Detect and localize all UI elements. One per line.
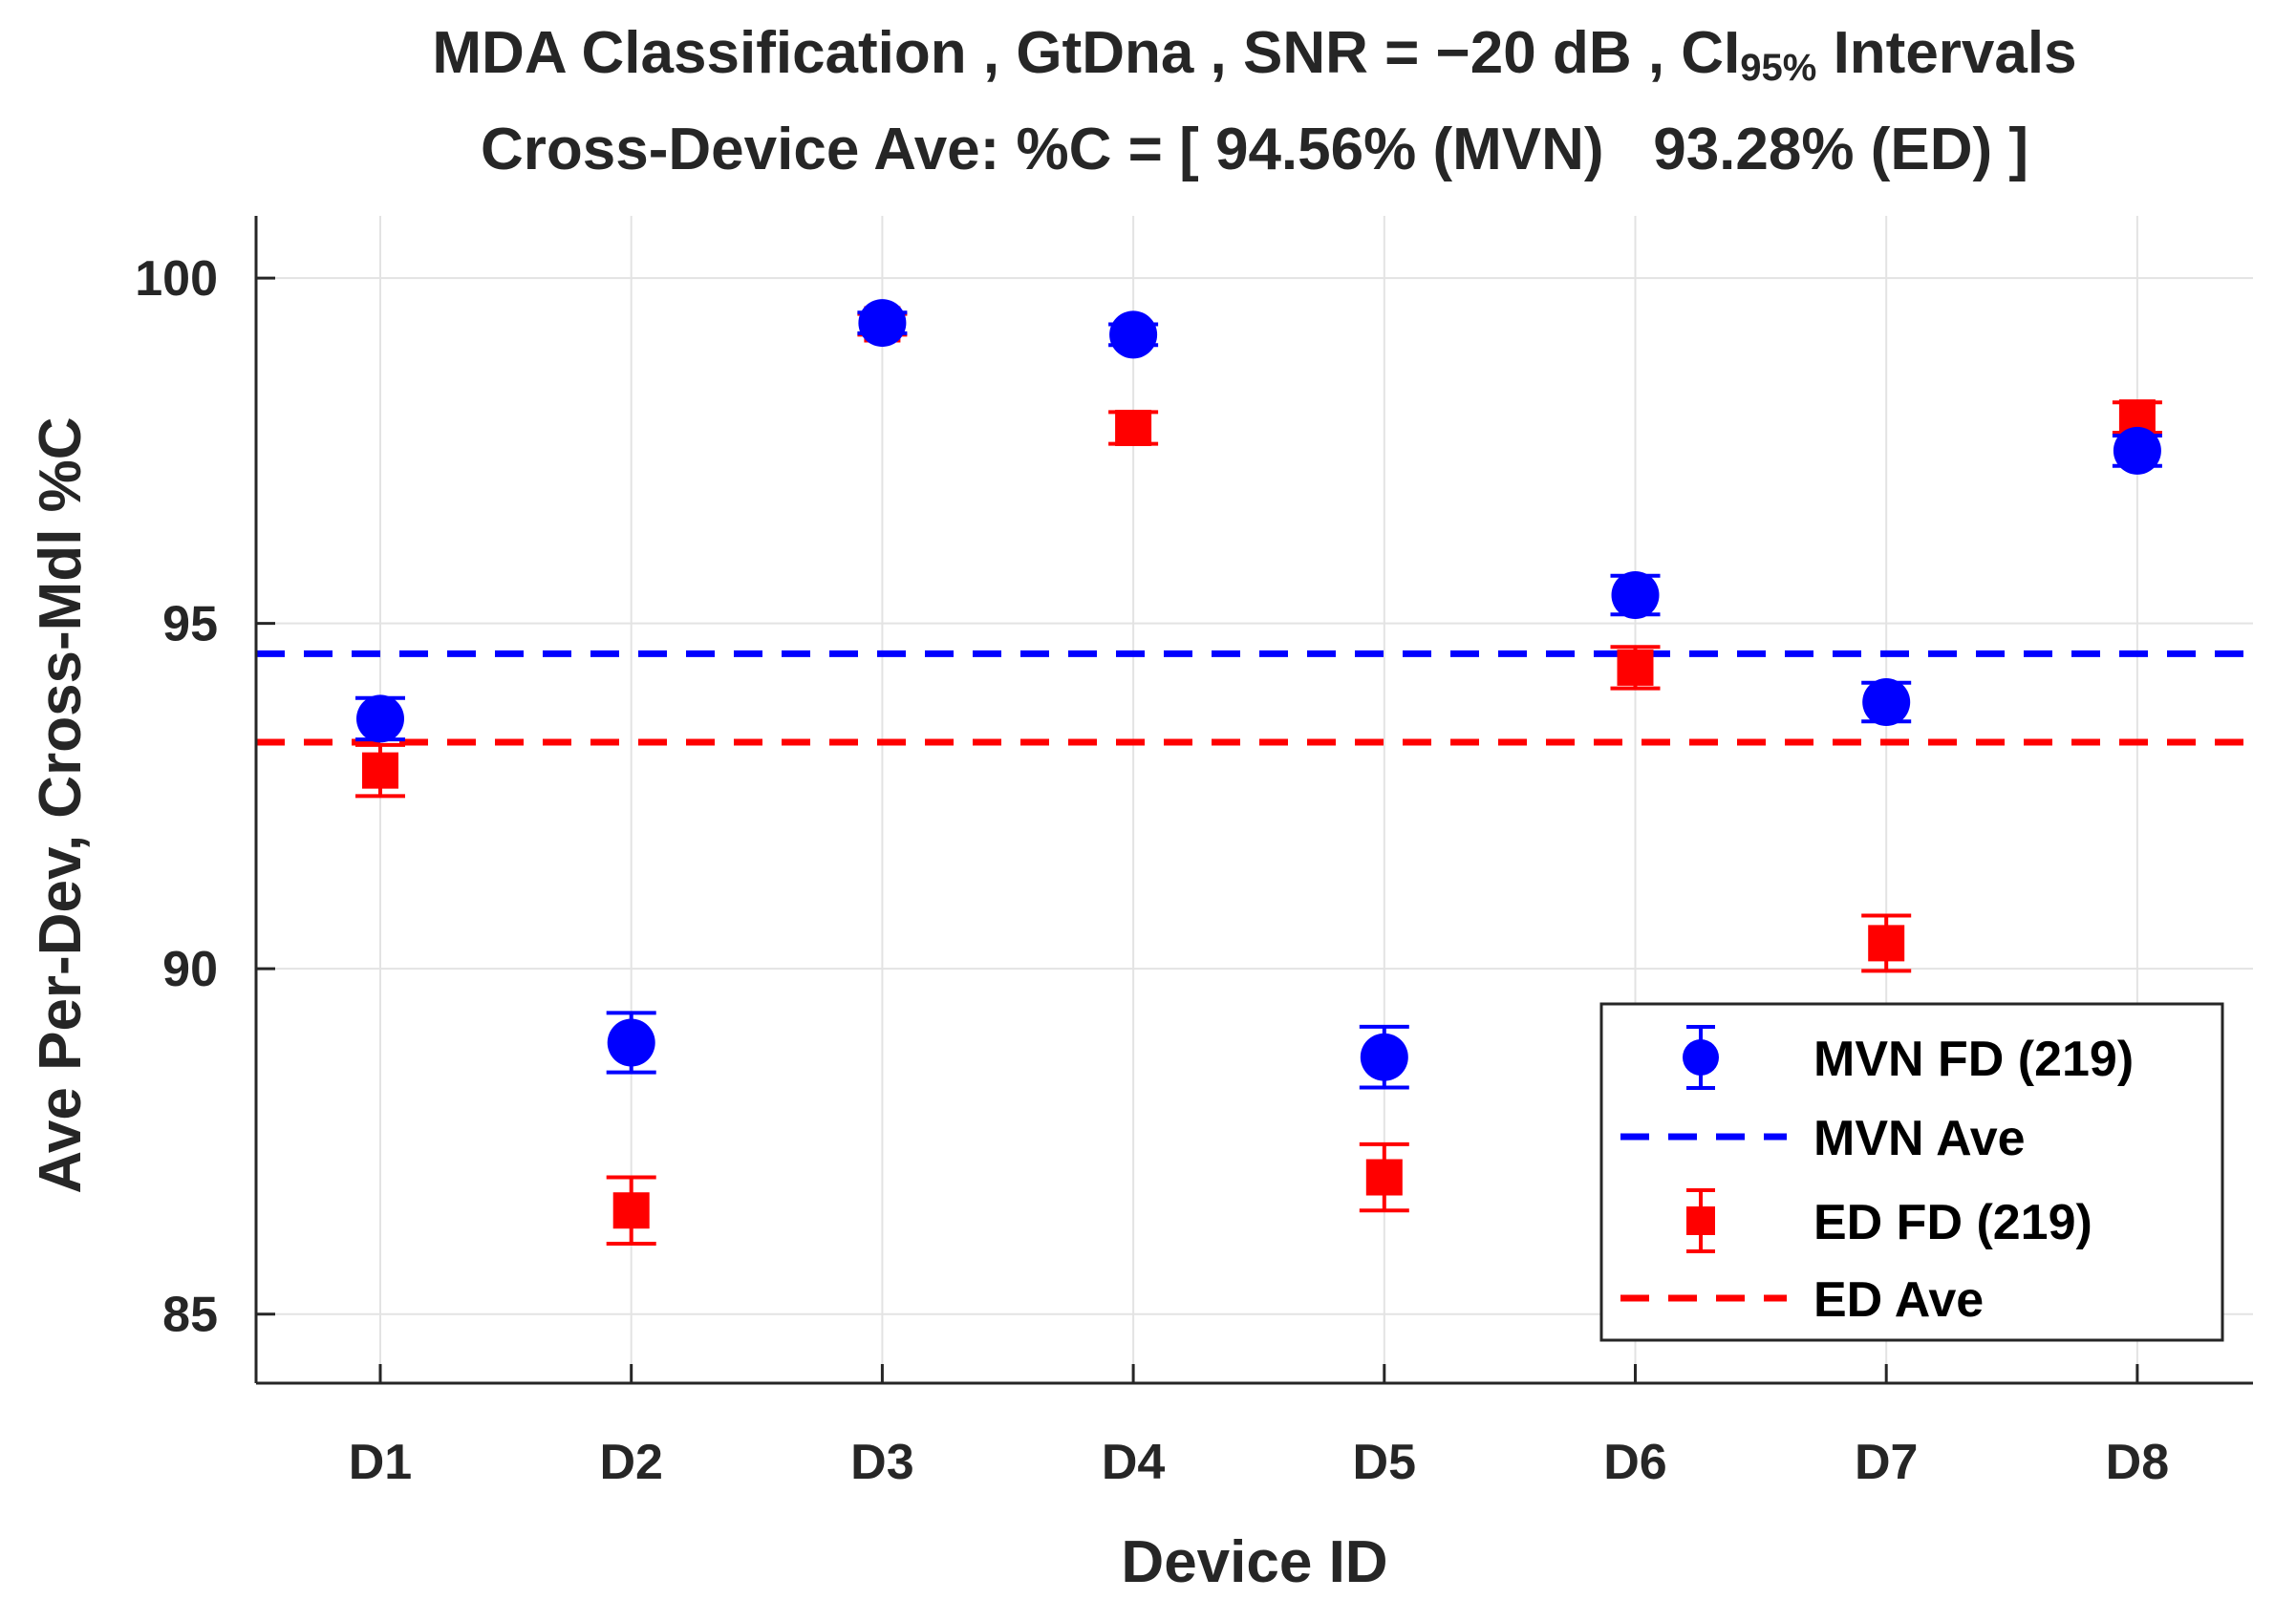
marker-square: [612, 1192, 650, 1229]
legend-entry-mvn-ave: MVN Ave: [1620, 1111, 2026, 1166]
ed-point-d7: [1861, 913, 1912, 973]
marker-square: [1617, 649, 1654, 686]
ed-point-d1: [355, 742, 405, 799]
ed-point-d2: [606, 1175, 656, 1246]
x-tick-label: D5: [1353, 1435, 1416, 1490]
y-tick-label: 85: [162, 1288, 218, 1343]
legend-label: ED Ave: [1813, 1272, 1984, 1328]
marker-circle: [356, 694, 404, 743]
mvn-point-d6: [1610, 570, 1661, 619]
marker-circle: [2113, 426, 2161, 475]
legend-label: MVN Ave: [1813, 1111, 2026, 1166]
y-tick-labels: 85 90 95 100: [135, 251, 218, 1343]
marker-square: [1365, 1159, 1403, 1196]
marker-circle: [1611, 570, 1660, 619]
x-tick-label: D6: [1603, 1435, 1666, 1490]
mvn-point-d2: [606, 1011, 656, 1075]
chart-subtitle: Cross-Device Ave: %C = [ 94.56% (MVN) 93…: [481, 117, 2028, 182]
y-tick-label: 90: [162, 942, 218, 997]
x-tick-label: D2: [599, 1435, 662, 1490]
ed-point-d5: [1359, 1141, 1409, 1213]
ed-point-d4: [1108, 409, 1159, 446]
x-tick-label: D4: [1102, 1435, 1166, 1490]
marker-circle: [858, 299, 907, 348]
x-tick-label: D7: [1855, 1435, 1918, 1490]
mvn-point-d1: [355, 694, 405, 743]
mvn-point-d5: [1359, 1024, 1409, 1090]
marker-circle: [1109, 310, 1158, 359]
marker-circle: [1862, 678, 1911, 727]
legend-circle-marker: [1683, 1039, 1719, 1076]
legend-entry-mvn-fd: MVN FD (219): [1683, 1025, 2134, 1090]
x-tick-labels: D1 D2 D3 D4 D5 D6 D7 D8: [349, 1435, 2169, 1490]
mvn-point-d3: [857, 299, 908, 348]
legend-entry-ed-ave: ED Ave: [1620, 1272, 1984, 1328]
mvn-point-d7: [1861, 678, 1912, 727]
x-tick-label: D1: [349, 1435, 412, 1490]
data-marks: [355, 299, 2162, 1246]
mvn-point-d4: [1108, 310, 1159, 359]
legend-label: MVN FD (219): [1813, 1032, 2134, 1087]
marker-circle: [607, 1018, 655, 1067]
chart-title: MDA Classification , GtDna , SNR = −20 d…: [432, 20, 2076, 89]
axes: [254, 216, 2253, 1385]
y-tick-label: 100: [135, 251, 218, 307]
x-axis-label: Device ID: [1121, 1529, 1387, 1595]
ed-point-d6: [1610, 645, 1661, 691]
legend-square-marker: [1686, 1206, 1715, 1235]
y-axis-label: Ave Per-Dev, Cross-Mdl %C: [28, 416, 94, 1193]
mvn-point-d8: [2112, 426, 2162, 475]
marker-square: [1868, 925, 1905, 962]
marker-circle: [1360, 1033, 1408, 1081]
y-tick-label: 95: [162, 597, 218, 652]
x-tick-label: D3: [850, 1435, 913, 1490]
marker-square: [1115, 409, 1152, 446]
marker-square: [362, 752, 398, 789]
legend-entry-ed-fd: ED FD (219): [1686, 1188, 2092, 1253]
legend-label: ED FD (219): [1813, 1195, 2092, 1250]
x-tick-label: D8: [2106, 1435, 2169, 1490]
legend: MVN FD (219) MVN Ave ED FD (219) ED Ave: [1599, 1002, 2224, 1342]
